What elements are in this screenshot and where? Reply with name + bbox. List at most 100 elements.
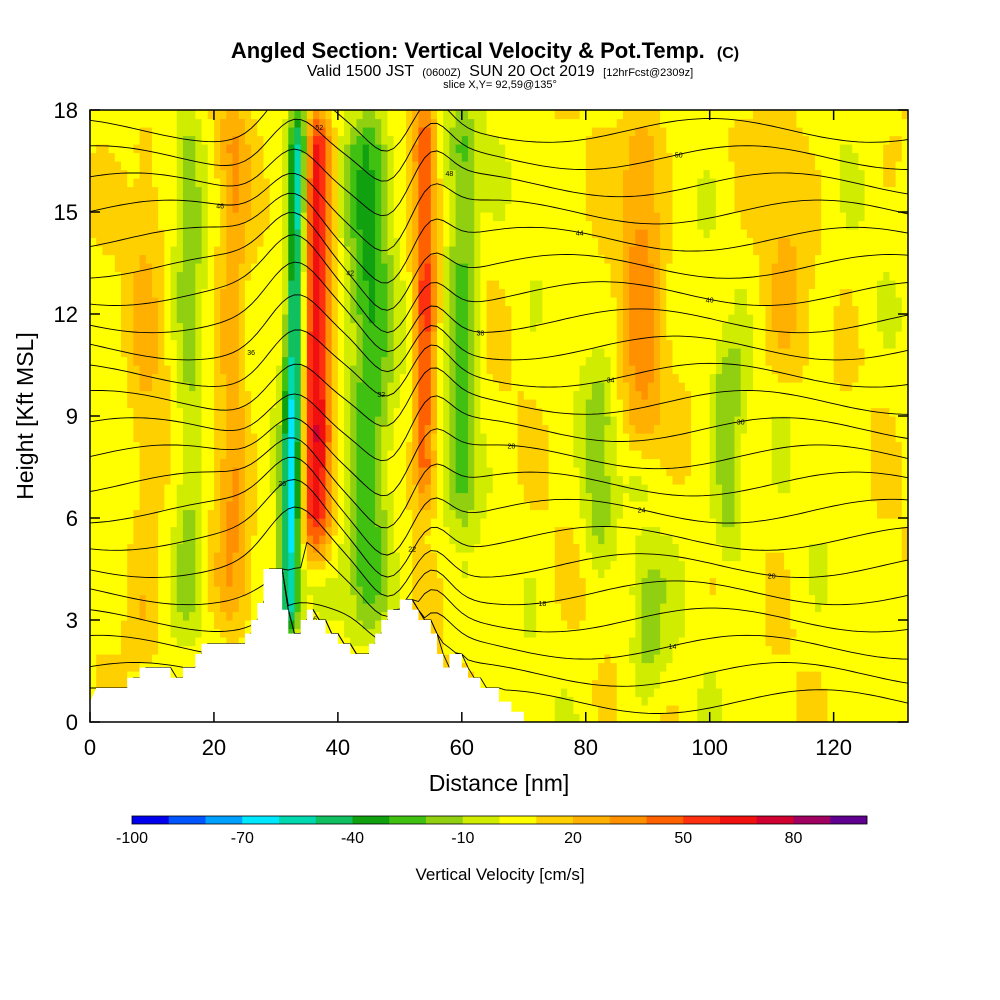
velocity-cell bbox=[251, 424, 258, 434]
velocity-cell bbox=[102, 569, 110, 579]
velocity-cell bbox=[207, 373, 215, 383]
velocity-cell bbox=[325, 620, 333, 630]
velocity-cell bbox=[455, 467, 463, 477]
velocity-cell bbox=[511, 348, 519, 358]
velocity-cell bbox=[325, 110, 333, 120]
velocity-cell bbox=[244, 229, 252, 239]
velocity-cell bbox=[381, 322, 389, 332]
velocity-cell bbox=[362, 127, 370, 137]
velocity-cell bbox=[387, 458, 395, 468]
velocity-cell bbox=[127, 594, 134, 604]
velocity-cell bbox=[492, 152, 500, 162]
velocity-cell bbox=[455, 237, 463, 247]
velocity-cell bbox=[114, 679, 122, 689]
velocity-cell bbox=[226, 178, 234, 188]
velocity-cell bbox=[127, 271, 134, 281]
velocity-cell bbox=[195, 475, 203, 485]
velocity-cell bbox=[145, 144, 153, 154]
velocity-cell bbox=[480, 509, 488, 519]
velocity-cell bbox=[350, 569, 358, 579]
velocity-cell bbox=[468, 484, 475, 494]
velocity-cell bbox=[350, 322, 358, 332]
velocity-cell bbox=[492, 237, 500, 247]
velocity-cell bbox=[201, 331, 209, 341]
velocity-cell bbox=[158, 586, 165, 596]
velocity-cell bbox=[251, 382, 258, 392]
velocity-cell bbox=[232, 331, 240, 341]
velocity-cell bbox=[151, 220, 159, 230]
velocity-cell bbox=[499, 339, 506, 349]
velocity-cell bbox=[213, 169, 221, 179]
velocity-cell bbox=[145, 254, 153, 264]
velocity-cell bbox=[195, 331, 203, 341]
velocity-cell bbox=[232, 229, 240, 239]
velocity-cell bbox=[251, 407, 258, 417]
velocity-cell bbox=[114, 331, 122, 341]
velocity-cell bbox=[232, 305, 240, 315]
velocity-cell bbox=[443, 399, 451, 409]
velocity-cell bbox=[182, 271, 190, 281]
velocity-cell bbox=[282, 603, 289, 613]
velocity-cell bbox=[170, 509, 178, 519]
velocity-cell bbox=[263, 467, 271, 477]
velocity-cell bbox=[90, 144, 97, 154]
velocity-cell bbox=[300, 467, 308, 477]
velocity-cell bbox=[486, 424, 494, 434]
velocity-cell bbox=[300, 560, 308, 570]
velocity-cell bbox=[474, 577, 482, 587]
velocity-cell bbox=[288, 450, 296, 460]
velocity-cell bbox=[437, 637, 444, 647]
velocity-cell bbox=[337, 110, 345, 120]
velocity-cell bbox=[133, 314, 141, 324]
velocity-cell bbox=[337, 178, 345, 188]
velocity-cell bbox=[232, 390, 240, 400]
velocity-cell bbox=[399, 314, 407, 324]
velocity-cell bbox=[443, 458, 451, 468]
velocity-cell bbox=[96, 475, 103, 485]
velocity-cell bbox=[505, 288, 512, 298]
velocity-cell bbox=[344, 169, 351, 179]
velocity-cell bbox=[387, 331, 395, 341]
velocity-cell bbox=[90, 186, 97, 196]
velocity-cell bbox=[90, 135, 97, 145]
velocity-cell bbox=[468, 526, 475, 536]
velocity-cell bbox=[375, 509, 382, 519]
velocity-cell bbox=[96, 671, 103, 681]
velocity-cell bbox=[151, 526, 159, 536]
velocity-cell bbox=[207, 535, 215, 545]
velocity-cell bbox=[139, 152, 147, 162]
velocity-cell bbox=[399, 237, 407, 247]
velocity-cell bbox=[499, 246, 506, 256]
velocity-field bbox=[90, 110, 908, 722]
velocity-cell bbox=[158, 441, 165, 451]
velocity-cell bbox=[486, 229, 494, 239]
velocity-cell bbox=[362, 305, 370, 315]
velocity-cell bbox=[151, 135, 159, 145]
velocity-cell bbox=[375, 237, 382, 247]
velocity-cell bbox=[449, 586, 457, 596]
velocity-cell bbox=[399, 399, 407, 409]
velocity-cell bbox=[430, 220, 438, 230]
velocity-cell bbox=[492, 356, 500, 366]
velocity-cell bbox=[170, 169, 178, 179]
velocity-cell bbox=[195, 501, 203, 511]
velocity-cell bbox=[480, 484, 488, 494]
velocity-cell bbox=[164, 127, 172, 137]
velocity-cell bbox=[474, 501, 482, 511]
velocity-cell bbox=[300, 543, 308, 553]
velocity-cell bbox=[449, 416, 457, 426]
velocity-cell bbox=[381, 237, 389, 247]
velocity-cell bbox=[300, 203, 308, 213]
velocity-cell bbox=[406, 348, 413, 358]
velocity-cell bbox=[461, 654, 469, 664]
velocity-cell bbox=[406, 186, 413, 196]
velocity-cell bbox=[337, 220, 345, 230]
velocity-cell bbox=[350, 203, 358, 213]
velocity-cell bbox=[443, 195, 451, 205]
velocity-cell bbox=[325, 161, 333, 171]
velocity-cell bbox=[362, 458, 370, 468]
velocity-cell bbox=[381, 433, 389, 443]
velocity-cell bbox=[511, 492, 519, 502]
velocity-cell bbox=[474, 671, 482, 681]
velocity-cell bbox=[182, 433, 190, 443]
